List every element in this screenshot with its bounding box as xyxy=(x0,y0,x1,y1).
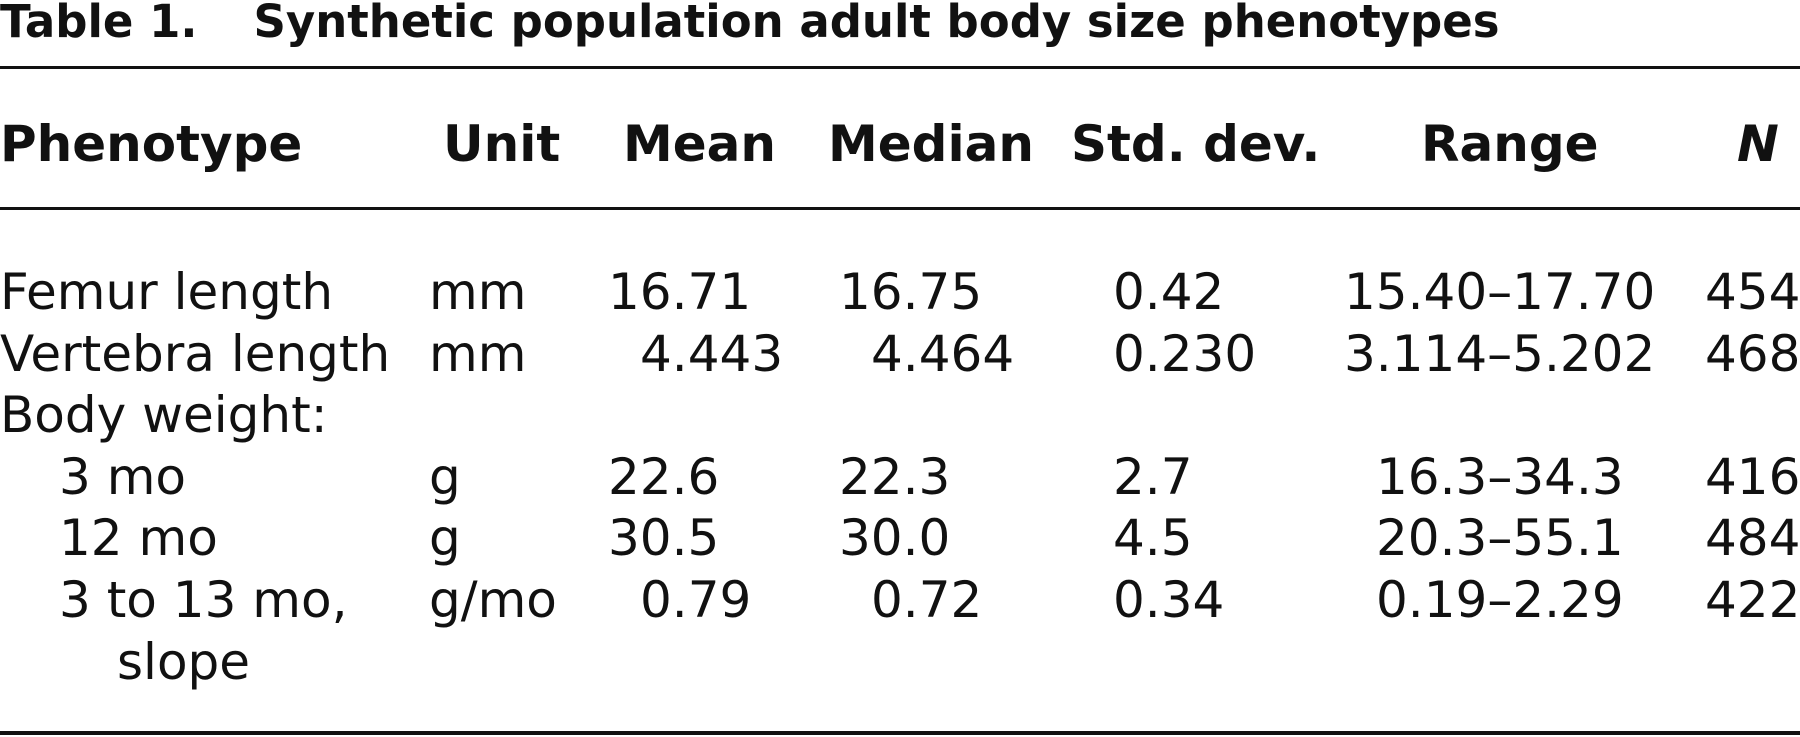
table-row-n: 454 xyxy=(1705,263,1800,321)
table-row-n: 422 xyxy=(1705,571,1800,629)
table-row-sd: 0.42 xyxy=(1113,263,1225,321)
table-row-n: 416 xyxy=(1705,448,1800,506)
table-row-median: 30.0 xyxy=(839,509,951,567)
col-header-phenotype: Phenotype xyxy=(0,115,303,173)
col-header-mean: Mean xyxy=(623,115,777,173)
table-row-sd: 0.230 xyxy=(1113,325,1257,383)
table-row-median: 0.72 xyxy=(871,571,983,629)
table-row-unit: mm xyxy=(429,325,527,383)
table-row-phenotype: Femur length xyxy=(0,263,334,321)
col-header-unit: Unit xyxy=(443,115,561,173)
table-row-median: 22.3 xyxy=(839,448,951,506)
top-rule xyxy=(0,66,1800,69)
table-row-phenotype: Vertebra length xyxy=(0,325,391,383)
table-title: Synthetic population adult body size phe… xyxy=(253,0,1500,48)
table-row-median: 16.75 xyxy=(839,263,983,321)
table-row-mean: 0.79 xyxy=(640,571,752,629)
table-row-range: 0.19–2.29 xyxy=(1376,571,1624,629)
table-label: Table 1. xyxy=(0,0,198,48)
table-row-unit: g xyxy=(429,448,461,506)
table-row-unit: mm xyxy=(429,263,527,321)
col-header-std-dev: Std. dev. xyxy=(1071,115,1321,173)
table-row-sd: 2.7 xyxy=(1113,448,1193,506)
table-row-n: 484 xyxy=(1705,509,1800,567)
table-row-sd: 4.5 xyxy=(1113,509,1193,567)
table-row-mean: 16.71 xyxy=(608,263,752,321)
table-row-phenotype: 3 mo xyxy=(59,448,187,506)
table-row-group-label: Body weight: xyxy=(0,386,328,444)
col-header-n: N xyxy=(1737,115,1779,173)
table-caption: Table 1. Synthetic population adult body … xyxy=(0,0,1500,56)
table-row-range: 3.114–5.202 xyxy=(1344,325,1656,383)
table-row-phenotype-continued: slope xyxy=(117,633,251,691)
table-row-mean: 22.6 xyxy=(608,448,720,506)
table-row-phenotype: 12 mo xyxy=(59,509,218,567)
table-row-range: 15.40–17.70 xyxy=(1344,263,1656,321)
table-row-unit: g/mo xyxy=(429,571,557,629)
col-header-median: Median xyxy=(828,115,1034,173)
table-row-unit: g xyxy=(429,509,461,567)
table-row-range: 20.3–55.1 xyxy=(1376,509,1624,567)
table-row-sd: 0.34 xyxy=(1113,571,1225,629)
table-row-median: 4.464 xyxy=(871,325,1015,383)
table-row-mean: 4.443 xyxy=(640,325,784,383)
table-row-n: 468 xyxy=(1705,325,1800,383)
table-row-mean: 30.5 xyxy=(608,509,720,567)
header-rule xyxy=(0,207,1800,210)
bottom-rule xyxy=(0,731,1800,735)
table-row-phenotype: 3 to 13 mo, xyxy=(59,571,348,629)
col-header-range: Range xyxy=(1421,115,1599,173)
table-row-range: 16.3–34.3 xyxy=(1376,448,1624,506)
